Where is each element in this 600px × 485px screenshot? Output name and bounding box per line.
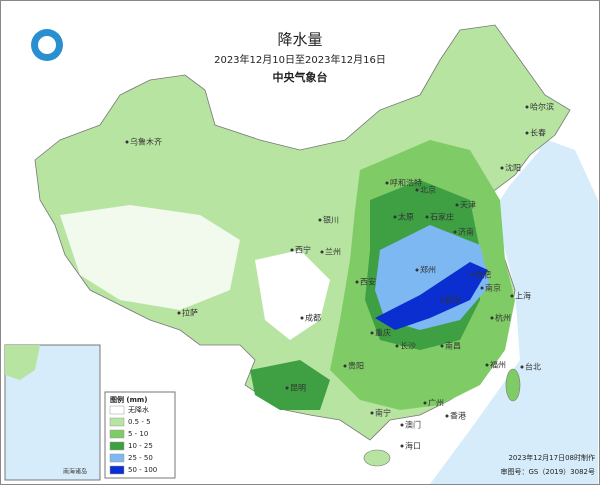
city-dot — [490, 316, 494, 320]
city-dot — [343, 364, 347, 368]
city-dot — [370, 331, 374, 335]
city-label: 成都 — [305, 313, 321, 323]
city-dot — [290, 248, 294, 252]
city-label: 天津 — [460, 200, 476, 210]
city-dot — [370, 411, 374, 415]
city-label: 银川 — [323, 215, 339, 225]
city-dot — [385, 181, 389, 185]
city-label: 福州 — [490, 361, 506, 370]
footer-approval: 审图号：GS（2019）3082号 — [501, 467, 596, 476]
city-dot — [423, 401, 427, 405]
city-label: 乌鲁木齐 — [130, 137, 162, 147]
legend-label: 0.5 - 5 — [128, 418, 151, 426]
city-dot — [440, 344, 444, 348]
taiwan — [505, 368, 521, 402]
legend-label: 25 - 50 — [128, 454, 153, 462]
legend: 图例 (mm) 无降水 0.5 - 5 5 - 10 10 - 25 25 - 50 50… — [104, 391, 176, 479]
city-dot — [510, 294, 514, 298]
city-label: 北京 — [420, 185, 436, 195]
city-label: 澳门 — [405, 420, 421, 430]
city-label: 兰州 — [325, 247, 341, 257]
city-dot — [320, 250, 324, 254]
city-dot — [480, 286, 484, 290]
city-dot — [453, 230, 457, 234]
legend-label: 50 - 100 — [128, 466, 157, 474]
city-label: 昆明 — [290, 384, 306, 393]
city-dot — [300, 316, 304, 320]
city-dot — [525, 105, 529, 109]
dry-area — [60, 205, 240, 310]
legend-label: 10 - 25 — [128, 442, 153, 450]
legend-swatch — [109, 429, 125, 439]
city-dot — [520, 365, 524, 369]
city-label: 上海 — [515, 291, 531, 301]
city-dot — [525, 131, 529, 135]
legend-title: 图例 (mm) — [110, 395, 147, 404]
city-label: 沈阳 — [505, 163, 521, 173]
city-label: 杭州 — [495, 313, 511, 323]
legend-swatch — [109, 405, 125, 415]
city-dot — [455, 203, 459, 207]
rain-area-storm — [375, 262, 488, 330]
rain-area — [250, 360, 330, 410]
city-label: 香港 — [450, 411, 466, 421]
city-label: 重庆 — [375, 328, 391, 338]
legend-swatch — [109, 465, 125, 475]
city-dot — [415, 268, 419, 272]
legend-swatch — [109, 441, 125, 451]
city-label: 西宁 — [295, 245, 311, 255]
city-dot — [400, 423, 404, 427]
city-dot — [470, 273, 474, 277]
city-label: 海口 — [405, 441, 421, 451]
city-dot — [318, 218, 322, 222]
city-dot — [177, 311, 181, 315]
legend-label: 无降水 — [128, 405, 149, 414]
city-dot — [400, 444, 404, 448]
city-label: 石家庄 — [430, 212, 454, 222]
city-label: 长春 — [530, 128, 546, 138]
dry-area — [255, 250, 330, 340]
city-dot — [125, 140, 129, 144]
city-dot — [285, 386, 289, 390]
city-dot — [355, 280, 359, 284]
city-dot — [393, 215, 397, 219]
city-label: 长沙 — [400, 341, 416, 351]
subtitle: 2023年12月10日至2023年12月16日 — [214, 53, 386, 66]
inset-label: 南海诸岛 — [63, 468, 87, 476]
city-dot — [425, 215, 429, 219]
city-label: 广州 — [428, 398, 444, 408]
city-label: 西安 — [360, 277, 376, 287]
city-dot — [500, 166, 504, 170]
logo-inner — [38, 36, 56, 54]
city-label: 哈尔滨 — [530, 102, 554, 112]
legend-swatch — [109, 417, 125, 427]
city-label: 南京 — [485, 283, 501, 293]
city-label: 南宁 — [375, 408, 391, 418]
legend-swatch — [109, 453, 125, 463]
city-dot — [440, 298, 444, 302]
city-label: 郑州 — [420, 265, 436, 275]
hainan — [363, 449, 391, 467]
city-label: 贵阳 — [348, 361, 364, 371]
city-label: 合肥 — [475, 270, 491, 280]
city-label: 济南 — [458, 227, 474, 237]
city-label: 台北 — [525, 362, 541, 372]
inset: 南海诸岛 — [4, 344, 101, 481]
inset-land — [5, 345, 40, 380]
org: 中央气象台 — [273, 70, 328, 84]
city-label: 太原 — [398, 212, 414, 222]
city-label: 呼和浩特 — [390, 178, 422, 188]
title: 降水量 — [277, 31, 322, 49]
city-dot — [395, 344, 399, 348]
footer-made: 2023年12月17日08时制作 — [508, 453, 595, 462]
legend-label: 5 - 10 — [128, 430, 148, 438]
city-label: 南昌 — [445, 341, 461, 351]
sea — [430, 120, 598, 484]
city-dot — [445, 414, 449, 418]
city-dot — [415, 188, 419, 192]
city-label: 拉萨 — [182, 308, 198, 318]
city-dot — [485, 363, 489, 367]
city-label: 武汉 — [445, 295, 461, 305]
